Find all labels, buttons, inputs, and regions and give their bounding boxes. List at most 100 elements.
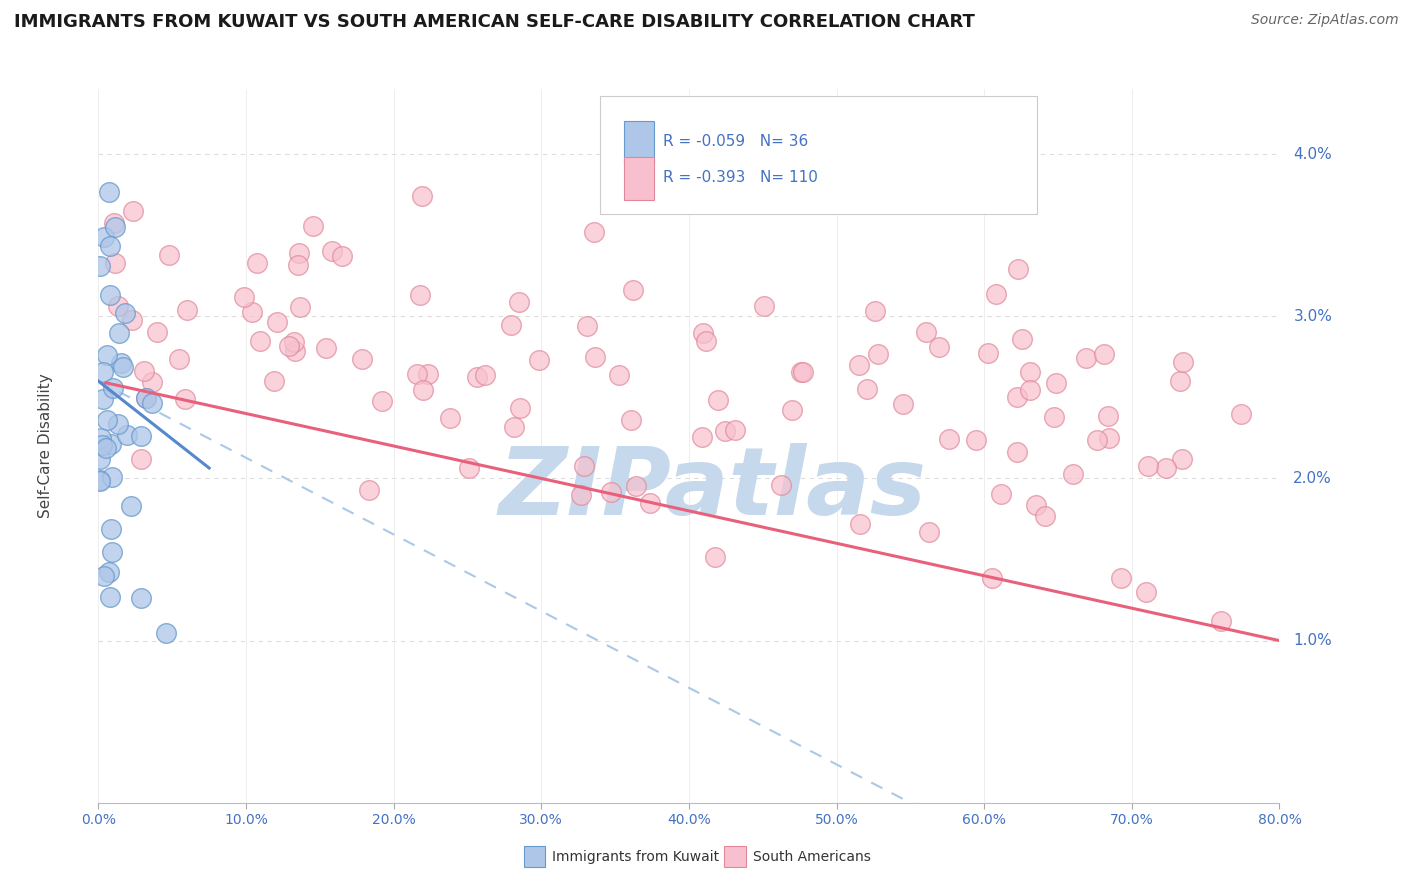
Point [624,479,647,493]
Point [569,488,592,502]
Point [690,429,713,443]
Point [120,499,142,513]
Point [938,432,960,446]
Point [1019,383,1042,397]
Point [439,411,461,425]
Point [965,434,987,448]
Point [98,288,121,302]
Text: IMMIGRANTS FROM KUWAIT VS SOUTH AMERICAN SELF-CARE DISABILITY CORRELATION CHART: IMMIGRANTS FROM KUWAIT VS SOUTH AMERICAN… [14,13,974,31]
Point [1011,332,1033,346]
Text: 2.0%: 2.0% [1294,471,1331,486]
Point [405,368,427,382]
Point [110,356,132,370]
Point [1136,459,1159,474]
Point [104,256,127,270]
Point [848,358,870,372]
Point [638,495,661,509]
Point [1042,409,1064,424]
Point [724,423,747,437]
Point [246,256,269,270]
Point [167,351,190,366]
Point [1035,509,1057,524]
Point [98,239,121,253]
Point [1135,584,1157,599]
Point [416,367,439,381]
Point [122,204,145,219]
Point [121,312,143,326]
Point [107,417,129,431]
Text: Self-Care Disability: Self-Care Disability [38,374,53,518]
Point [457,460,479,475]
Point [1076,351,1098,366]
Point [412,383,434,397]
Point [288,245,311,260]
Point [111,360,134,375]
Point [865,304,887,318]
Point [104,220,127,235]
Point [752,299,775,313]
Point [91,392,114,406]
Point [792,365,814,379]
Point [503,419,526,434]
Point [93,568,115,582]
Point [1005,444,1028,458]
Text: Source: ZipAtlas.com: Source: ZipAtlas.com [1251,13,1399,28]
Point [527,352,550,367]
Point [100,437,122,451]
Point [891,397,914,411]
Point [692,326,714,340]
Text: Immigrants from Kuwait: Immigrants from Kuwait [553,850,718,864]
Point [129,428,152,442]
Point [1062,467,1084,481]
Point [501,318,523,332]
Text: R = -0.393   N= 110: R = -0.393 N= 110 [664,170,818,186]
Point [284,343,307,358]
Point [174,392,197,406]
Point [89,259,111,273]
Point [114,305,136,319]
Point [1211,615,1233,629]
Point [509,401,531,416]
Point [141,396,163,410]
Point [134,364,156,378]
Bar [624,157,654,200]
Point [98,186,121,200]
Point [107,326,129,340]
Text: South Americans: South Americans [752,850,870,864]
Point [849,516,872,531]
Point [918,524,941,539]
Point [129,452,152,467]
Point [91,365,114,379]
Point [352,352,374,367]
Point [371,394,394,409]
Point [278,339,301,353]
Point [855,382,877,396]
Point [89,473,111,487]
Point [302,219,325,234]
Point [176,303,198,318]
Point [1154,461,1177,475]
Point [1097,409,1119,423]
Point [283,334,305,349]
Text: 4.0%: 4.0% [1294,146,1331,161]
Text: R = -0.059   N= 36: R = -0.059 N= 36 [664,134,808,149]
Point [572,459,595,474]
Point [89,474,111,488]
Point [1230,407,1253,421]
Point [707,392,730,407]
Point [583,225,606,239]
FancyBboxPatch shape [600,96,1038,214]
Point [1168,374,1191,388]
Point [359,483,381,497]
Point [1045,376,1067,391]
Point [780,402,803,417]
Point [1109,570,1132,584]
Point [770,478,793,492]
Point [107,299,129,313]
Point [408,288,430,302]
Text: ZIPatlas: ZIPatlas [499,442,927,535]
Point [93,230,115,244]
Point [129,591,152,606]
Point [89,451,111,466]
Point [96,348,118,362]
